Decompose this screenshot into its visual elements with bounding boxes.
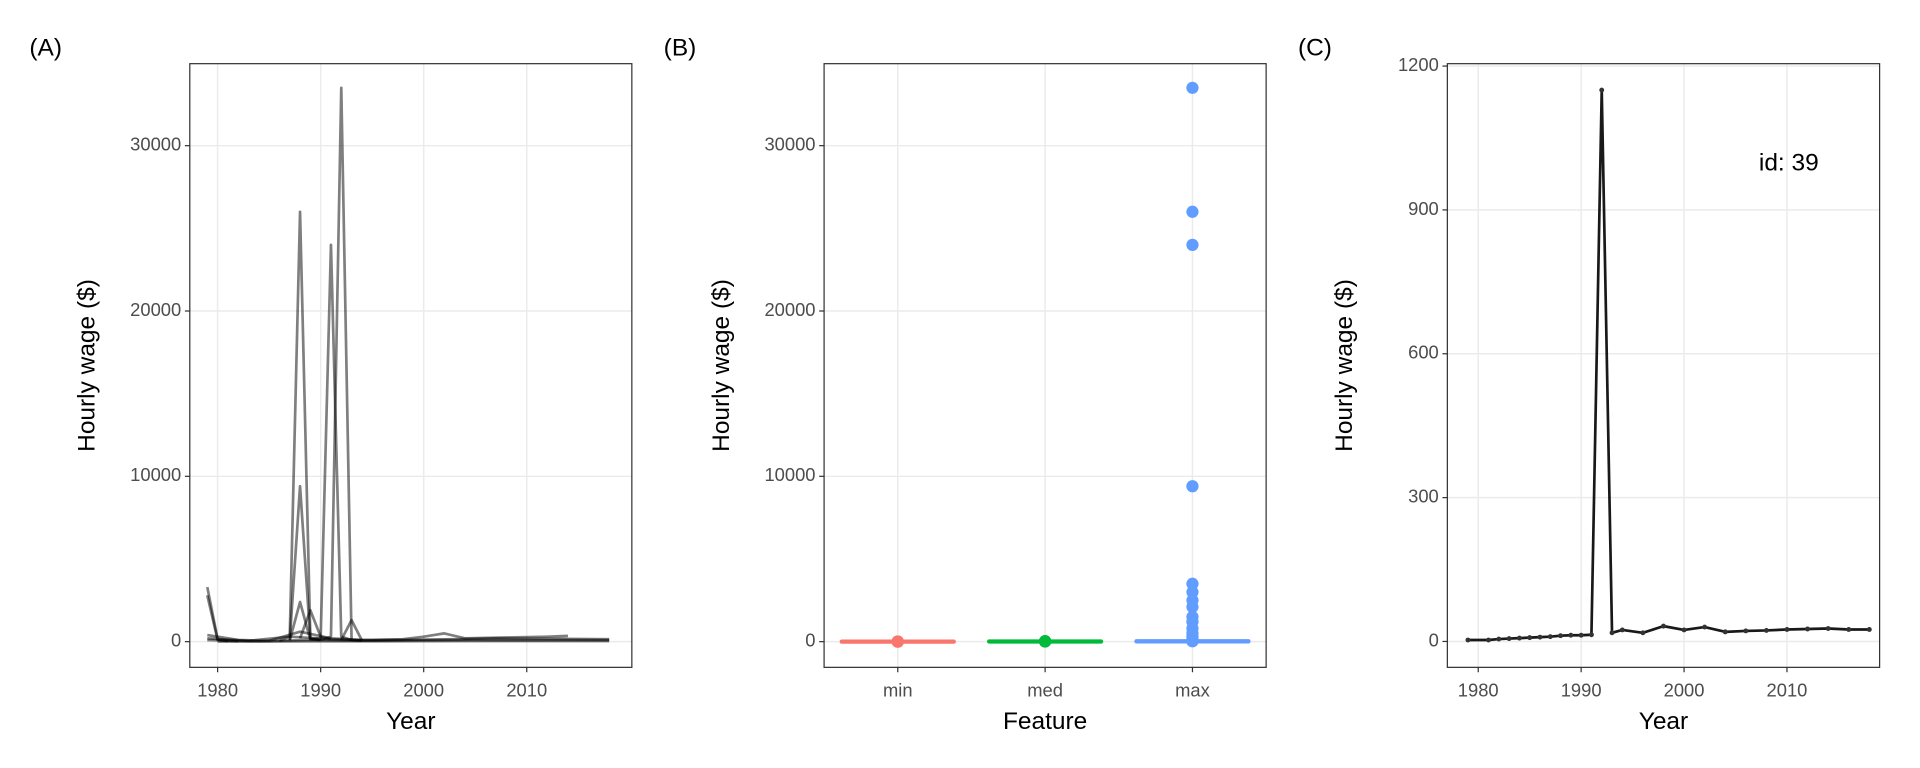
point: [1743, 628, 1749, 634]
point: [1599, 87, 1605, 93]
point: [1702, 624, 1708, 630]
point: [1516, 635, 1522, 641]
x-tick-label: 2000: [403, 680, 444, 701]
y-tick-label: 300: [1408, 485, 1439, 506]
panel: (A) 0 10000 20000 30000 1980 1990 2000 2010 Year H…: [29, 34, 633, 735]
y-tick-label: 30000: [130, 134, 181, 155]
x-tick-label: 1990: [300, 680, 341, 701]
point: [1578, 632, 1584, 638]
y-tick-label: 600: [1408, 342, 1439, 363]
y-axis-title: Hourly wage ($): [1331, 279, 1358, 452]
point: [1506, 636, 1512, 642]
plot-area: [189, 63, 632, 668]
point: [1825, 626, 1831, 631]
point: [1186, 238, 1199, 251]
panel-tag: (C): [1298, 34, 1332, 61]
y-tick-label: 30000: [764, 134, 815, 155]
point: [891, 635, 904, 648]
panel-tag: (B): [664, 34, 697, 61]
point: [1486, 637, 1491, 643]
y-tick-label: 10000: [130, 464, 181, 485]
point: [1186, 600, 1199, 614]
y-tick-label: 10000: [764, 464, 815, 485]
y-tick-label: 0: [1429, 629, 1439, 650]
point: [1465, 637, 1471, 643]
point: [1558, 633, 1564, 639]
y-tick-label: 0: [805, 629, 815, 650]
annotation: id: 39: [1759, 150, 1819, 177]
point: [1186, 480, 1199, 493]
line: [288, 600, 312, 641]
plot-area: [1447, 63, 1880, 668]
point: [1609, 630, 1615, 636]
point: [1186, 81, 1199, 94]
plot-border: [1446, 63, 1881, 668]
x-tick-label: 2010: [506, 680, 547, 701]
point: [1186, 634, 1199, 647]
plot-border: [189, 63, 633, 668]
panel-tag: (A): [29, 34, 62, 61]
point: [1186, 205, 1199, 218]
point: [1619, 627, 1625, 633]
x-tick-label: 2010: [1767, 680, 1808, 701]
point: [1527, 635, 1533, 641]
point: [1681, 627, 1687, 633]
point: [1547, 634, 1553, 640]
x-tick-label: min: [883, 680, 913, 701]
y-tick-label: 900: [1408, 198, 1439, 219]
point: [1722, 629, 1728, 635]
point: [1661, 623, 1666, 629]
y-axis-title: Hourly wage ($): [74, 279, 101, 452]
panel: (C) 0 300 600 900 1200 1980 1990 2000 2010 id: 39 Y…: [1298, 34, 1881, 735]
x-tick-label: max: [1175, 680, 1210, 701]
point: [1588, 632, 1594, 638]
point: [1784, 627, 1790, 632]
plot-border: [823, 63, 1267, 668]
x-tick-label: 2000: [1664, 680, 1705, 701]
x-tick-label: 1980: [197, 680, 238, 701]
x-axis-title: Year: [1639, 708, 1688, 735]
point: [1496, 636, 1502, 642]
y-tick-label: 0: [171, 629, 181, 650]
point: [1537, 634, 1543, 640]
y-tick-label: 20000: [764, 299, 815, 320]
x-axis-title: Feature: [1003, 708, 1087, 735]
point: [1805, 626, 1811, 632]
x-tick-label: med: [1027, 680, 1063, 701]
y-tick-label: 20000: [130, 299, 181, 320]
x-tick-label: 1990: [1561, 680, 1602, 701]
panel: (B) 0 10000 20000 30000 min med max Feature Hourl…: [664, 34, 1267, 735]
point: [1866, 627, 1872, 632]
point: [1640, 630, 1646, 636]
point: [1038, 635, 1052, 648]
y-tick-label: 1200: [1398, 54, 1439, 75]
x-tick-label: 1980: [1458, 680, 1499, 701]
point: [1846, 627, 1852, 632]
y-axis-title: Hourly wage ($): [708, 279, 735, 452]
x-axis-title: Year: [386, 708, 435, 735]
point: [1568, 632, 1574, 638]
point: [1763, 627, 1769, 633]
line: [340, 618, 364, 641]
